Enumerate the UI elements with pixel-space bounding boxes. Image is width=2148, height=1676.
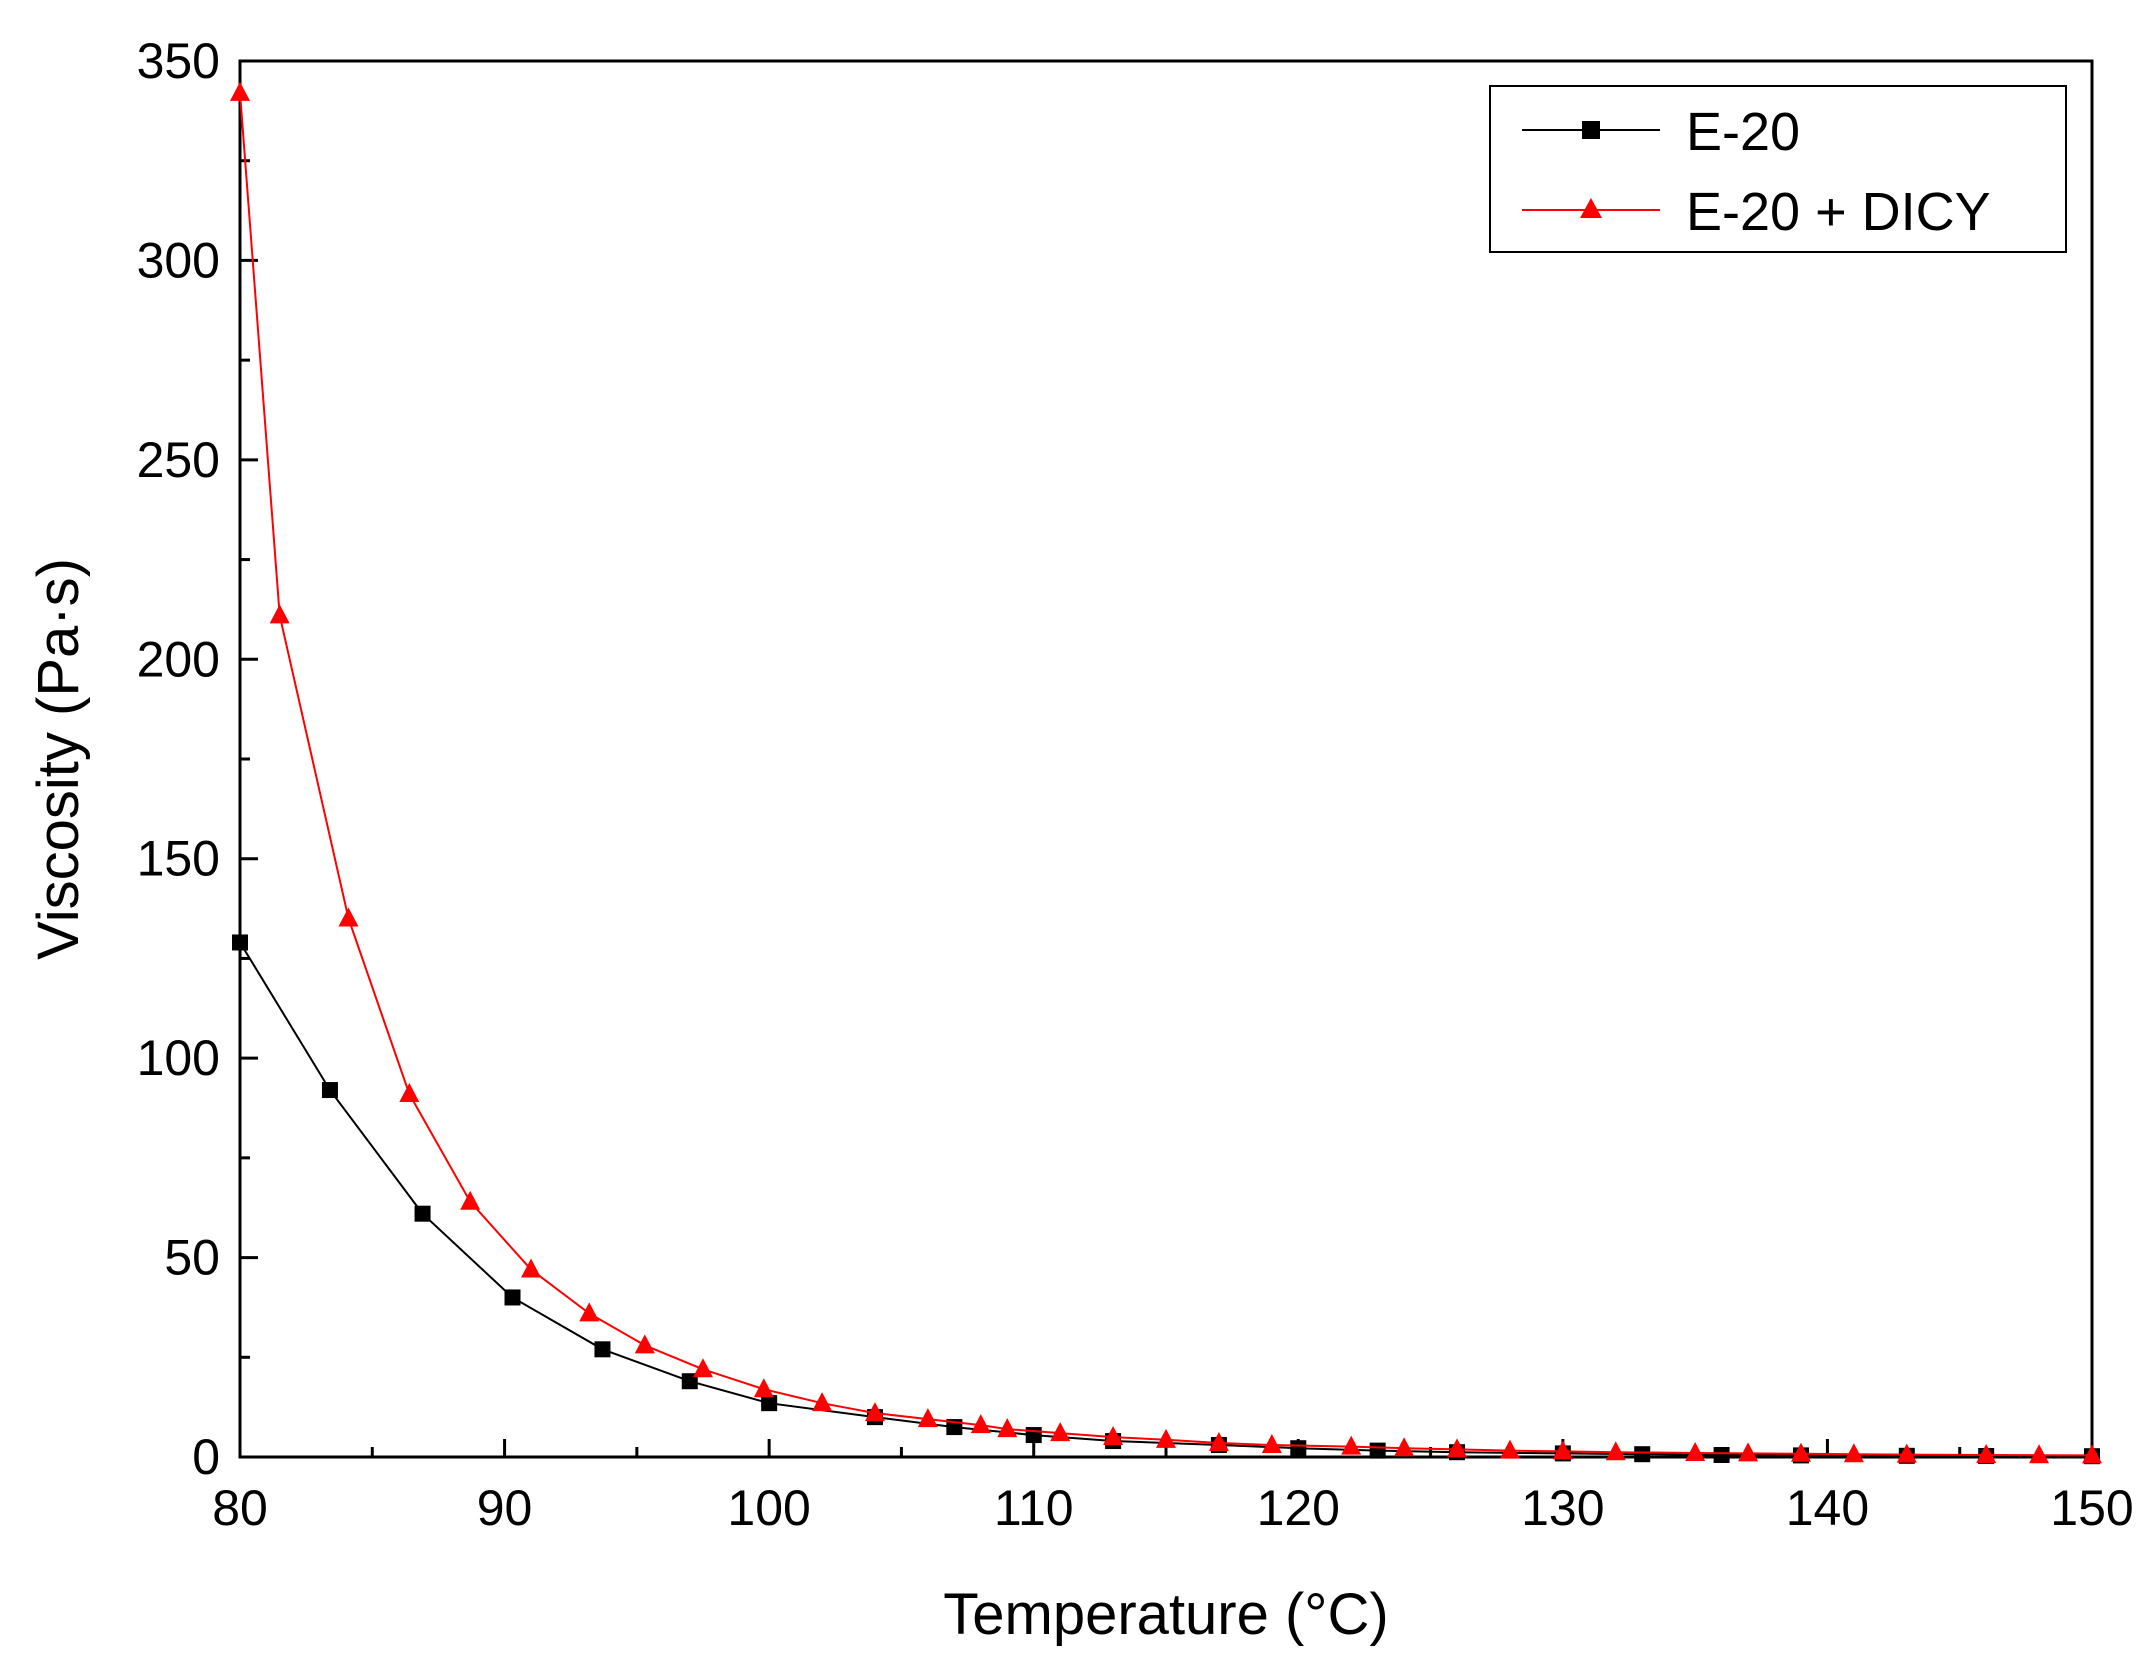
data-point-e-20-dicy (1790, 1442, 1811, 1462)
legend-marker-e20-dicy (1580, 198, 1602, 218)
y-tick-label: 200 (137, 631, 220, 687)
data-point-e-20-dicy (1738, 1442, 1759, 1462)
data-point-e-20-dicy (1261, 1434, 1282, 1454)
data-point-e-20-dicy (1341, 1435, 1362, 1455)
data-point-e-20-dicy (1050, 1422, 1071, 1442)
data-point-e-20 (232, 934, 248, 951)
data-point-e-20 (1634, 1446, 1651, 1463)
y-tick-label: 0 (192, 1429, 220, 1485)
data-point-e-20 (414, 1205, 431, 1222)
x-tick-label: 100 (727, 1480, 810, 1536)
x-tick-label: 130 (1521, 1480, 1604, 1536)
y-tick-label: 50 (164, 1230, 220, 1286)
x-axis: 80 90 100 110 120 130 140 150 (212, 1439, 2134, 1536)
data-point-e-20-dicy (269, 604, 290, 624)
data-point-e-20 (1369, 1442, 1386, 1459)
y-tick-label: 150 (137, 831, 220, 887)
y-tick-label: 250 (137, 432, 220, 488)
data-point-e-20-dicy (1499, 1439, 1520, 1459)
data-point-e-20 (1025, 1427, 1042, 1444)
data-point-e-20-dicy (864, 1402, 885, 1422)
data-point-e-20-dicy (521, 1258, 542, 1278)
data-point-e-20-dicy (1605, 1441, 1626, 1461)
data-point-e-20-dicy (230, 81, 250, 101)
legend: E-20 E-20 + DICY (1489, 85, 2067, 253)
data-point-e-20-dicy (1685, 1442, 1706, 1462)
series-line-e-20-dicy (239, 92, 2093, 1457)
y-tick-label: 100 (137, 1030, 220, 1086)
legend-label-e20: E-20 (1686, 102, 1800, 162)
data-point-e-20-dicy (1896, 1443, 1917, 1463)
legend-label-e20-dicy: E-20 + DICY (1686, 182, 1991, 242)
data-point-e-20-dicy (1447, 1438, 1468, 1458)
x-tick-label: 110 (994, 1480, 1074, 1536)
data-point-e-20-dicy (1394, 1437, 1415, 1457)
data-point-e-20-dicy (1208, 1432, 1229, 1452)
data-point-e-20-dicy (579, 1302, 600, 1322)
data-point-e-20 (1290, 1440, 1307, 1457)
legend-marker-e20 (1582, 121, 1600, 139)
data-point-e-20-dicy (399, 1083, 420, 1103)
legend-box (1489, 85, 2067, 253)
data-point-e-20-dicy (1156, 1428, 1176, 1448)
series-layer (230, 81, 2102, 1465)
y-tick-label: 300 (137, 232, 220, 288)
data-point-e-20-dicy (1843, 1443, 1864, 1463)
x-tick-label: 80 (212, 1480, 268, 1536)
x-tick-label: 120 (1257, 1480, 1340, 1536)
plot-frame (238, 59, 2094, 1459)
series-line-e-20 (239, 941, 2093, 1458)
data-point-e-20 (594, 1341, 611, 1358)
x-axis-title: Temperature (°C) (943, 1582, 1388, 1647)
y-axis-title: Viscosity (Pa·s) (26, 558, 91, 960)
data-point-e-20 (1713, 1447, 1730, 1464)
series-e-20-dicy (230, 81, 2102, 1464)
data-point-e-20-dicy (460, 1190, 481, 1210)
data-point-e-20-dicy (970, 1414, 991, 1434)
data-point-e-20-dicy (338, 907, 359, 927)
data-point-e-20-dicy (634, 1334, 655, 1354)
data-point-e-20 (504, 1289, 521, 1306)
data-point-e-20-dicy (1976, 1444, 1997, 1464)
x-tick-label: 150 (2050, 1480, 2133, 1536)
x-tick-label: 140 (1786, 1480, 1869, 1536)
data-point-e-20-dicy (693, 1358, 713, 1378)
data-point-e-20-dicy (1103, 1426, 1124, 1446)
data-point-e-20 (761, 1395, 778, 1412)
data-point-e-20-dicy (753, 1378, 774, 1398)
data-point-e-20-dicy (917, 1408, 938, 1428)
data-point-e-20 (321, 1082, 338, 1099)
data-point-e-20-dicy (812, 1392, 833, 1412)
data-point-e-20-dicy (1552, 1440, 1573, 1460)
y-axis: 0 50 100 150 200 250 300 350 (137, 33, 258, 1485)
series-e-20 (232, 934, 2100, 1465)
data-point-e-20-dicy (2029, 1444, 2050, 1464)
data-point-e-20-dicy (2082, 1444, 2102, 1464)
x-tick-label: 90 (477, 1480, 533, 1536)
y-tick-label: 350 (137, 33, 220, 89)
data-point-e-20-dicy (997, 1418, 1018, 1438)
